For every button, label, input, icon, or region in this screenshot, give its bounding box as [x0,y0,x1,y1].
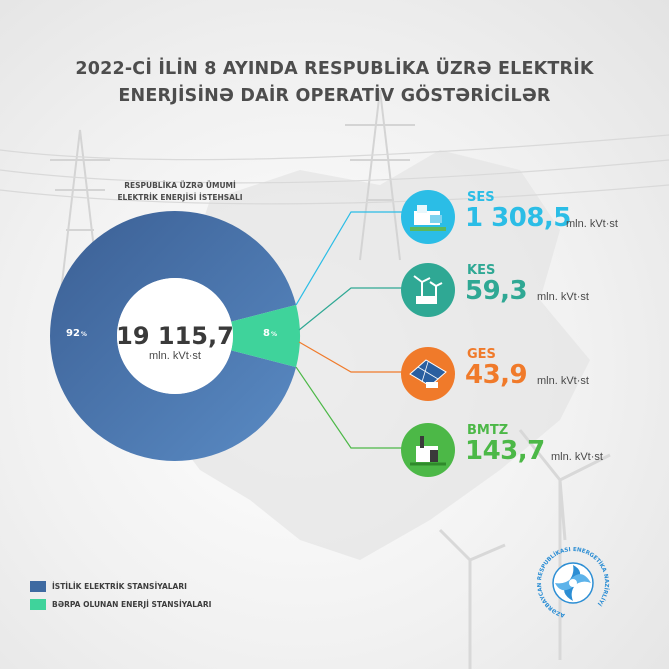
pylon-center [345,89,415,261]
ministry-logo-icon: AZƏRBAYCAN RESPUBLİKASI ENERGETİKA NAZİR… [537,547,610,618]
title-line-1: 2022-Cİ İLİN 8 AYINDA RESPUBLİKA ÜZRƏ EL… [75,59,594,79]
station-bmtz: BMTZ 143,7 mln. kVt·st [401,423,661,493]
donut-slice-thermal [50,211,297,462]
connector-ses [295,211,402,306]
connector-bmtz [295,366,402,449]
station-unit: mln. kVt·st [551,451,603,463]
donut-slices [50,211,300,462]
percent-symbol: % [270,331,277,338]
donut-hole [117,278,233,394]
power-lines [0,134,669,205]
station-value: 143,7 [465,436,545,466]
station-ses: SES 1 308,5 mln. kVt·st [401,190,661,260]
percent-symbol: % [80,331,87,338]
station-ges: GES 43,9 mln. kVt·st [401,347,661,417]
legend-swatch [30,581,46,592]
station-value: 43,9 [465,360,528,390]
slice-label-thermal-value: 92 [66,328,80,339]
wind-turbine-icon [401,263,455,317]
chart-subtitle: RESPUBLİKA ÜZRƏ ÜMUMİ ELEKTRİK ENERJİSİ … [80,180,280,204]
station-kes: KES 59,3 mln. kVt·st [401,263,661,333]
title-line-2: ENERJİSİNƏ DAİR OPERATİV GÖSTƏRİCİLƏR [118,86,551,106]
station-unit: mln. kVt·st [566,218,618,230]
connector-kes [298,287,402,331]
logo-swirl [552,562,594,604]
solar-panel-icon [401,347,455,401]
station-name: BMTZ [467,423,509,438]
slice-label-thermal: 92% [66,328,87,339]
slice-label-renewable-value: 8 [263,328,270,339]
station-name: GES [467,347,496,362]
legend-label: BƏRPA OLUNAN ENERJİ STANSİYALARI [52,600,212,609]
connector-ges [298,341,402,373]
slice-label-renewable: 8% [263,328,277,339]
station-value: 59,3 [465,276,528,306]
connector-lines [295,211,402,449]
station-unit: mln. kVt·st [537,291,589,303]
subtitle-line-1: RESPUBLİKA ÜZRƏ ÜMUMİ [124,181,236,190]
station-unit: mln. kVt·st [537,375,589,387]
station-name: KES [467,263,496,278]
station-value: 1 308,5 [465,203,571,233]
page-title: 2022-Cİ İLİN 8 AYINDA RESPUBLİKA ÜZRƏ EL… [0,56,669,110]
total-value: 19 115,7 [116,322,234,350]
legend-label: İSTİLİK ELEKTRİK STANSİYALARI [52,582,187,591]
total-unit: mln. kVt·st [149,350,201,362]
donut-slice-renewable [231,304,300,368]
subtitle-line-2: ELEKTRİK ENERJİSİ İSTEHSALI [117,193,243,202]
legend-swatch [30,599,46,610]
station-name: SES [467,190,495,205]
waste-plant-icon [401,423,455,477]
solar-station-icon [401,190,455,244]
